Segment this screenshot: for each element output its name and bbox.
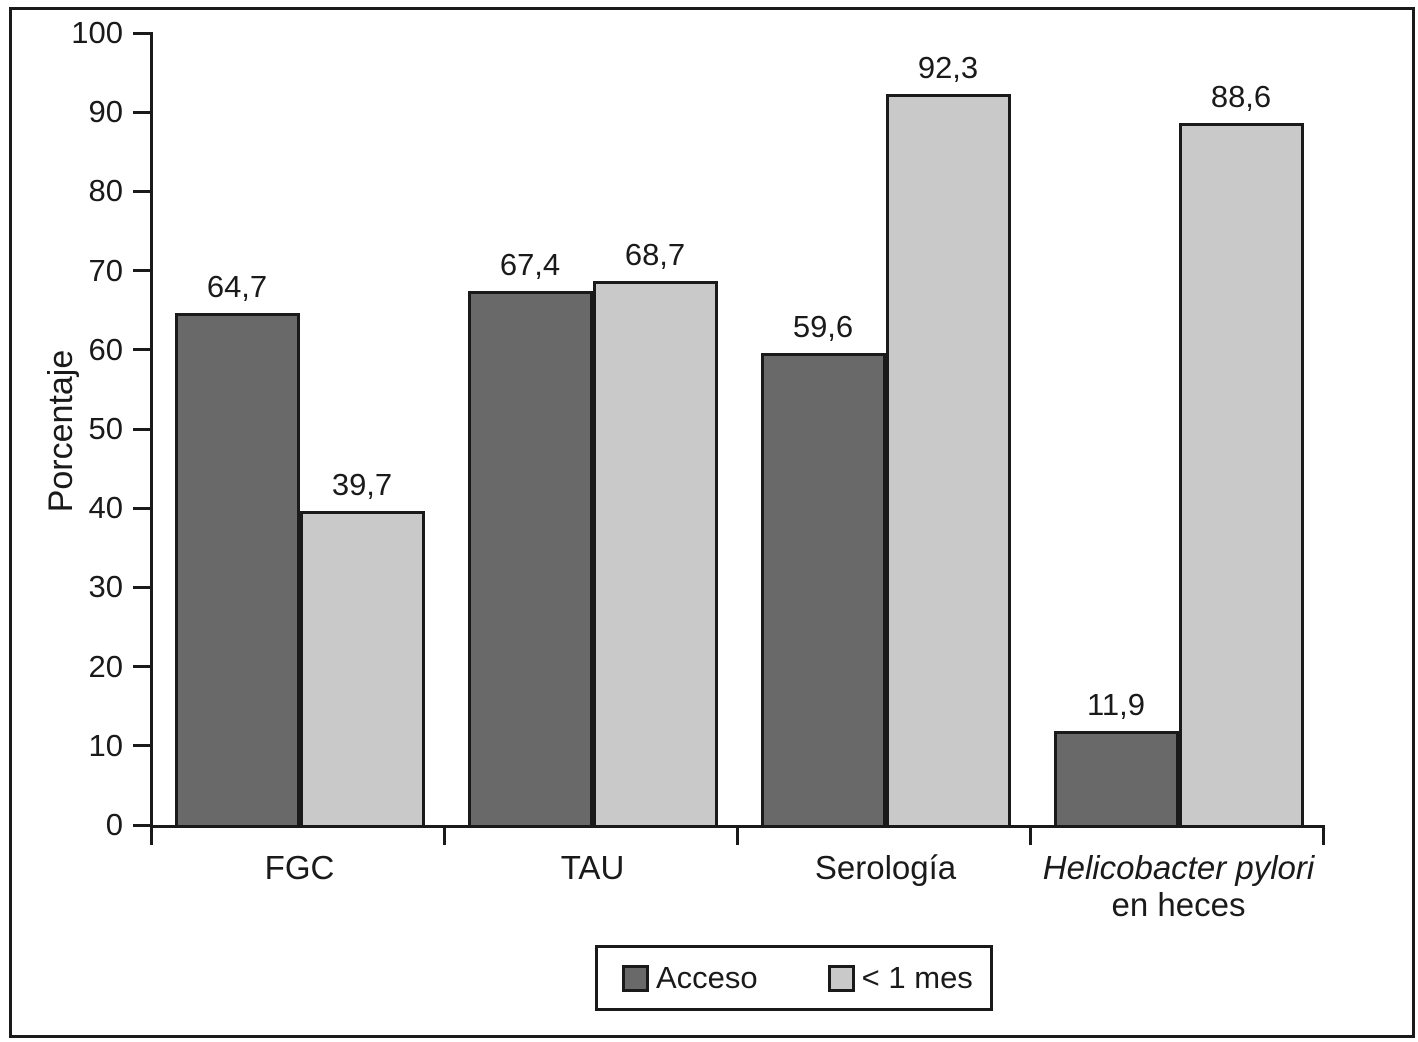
y-tick bbox=[133, 110, 153, 114]
category-label-line: TAU bbox=[560, 849, 625, 886]
y-tick-label: 10 bbox=[88, 727, 123, 763]
bar-acceso bbox=[467, 291, 593, 828]
category-label: FGC bbox=[113, 849, 486, 886]
bar--1-mes bbox=[1178, 123, 1304, 828]
x-tick bbox=[1029, 825, 1032, 845]
y-tick-label: 90 bbox=[88, 94, 123, 130]
y-tick-label: 20 bbox=[88, 648, 123, 684]
y-tick-label: 80 bbox=[88, 173, 123, 209]
category-label-line: en heces bbox=[1111, 886, 1246, 923]
legend-label: Acceso bbox=[656, 960, 758, 995]
y-tick bbox=[133, 585, 153, 589]
y-tick-label: 40 bbox=[88, 490, 123, 526]
legend-swatch-icon bbox=[827, 964, 855, 992]
y-tick-label: 30 bbox=[88, 569, 123, 605]
bar--1-mes bbox=[885, 93, 1011, 828]
y-tick bbox=[133, 506, 153, 510]
bar-value-label: 64,7 bbox=[206, 268, 268, 304]
bar-value-label: 59,6 bbox=[792, 308, 854, 344]
y-tick bbox=[133, 269, 153, 273]
category-label-line: Serología bbox=[814, 849, 957, 886]
y-tick bbox=[133, 665, 153, 669]
legend-label: < 1 mes bbox=[861, 960, 973, 995]
x-tick bbox=[736, 825, 739, 845]
legend-swatch-icon bbox=[622, 964, 649, 992]
y-tick bbox=[133, 823, 153, 827]
bar-value-label: 88,6 bbox=[1210, 79, 1272, 115]
bar-value-label: 68,7 bbox=[624, 236, 686, 272]
legend: Acceso < 1 mes bbox=[595, 945, 993, 1011]
y-tick-label: 100 bbox=[71, 15, 123, 50]
y-axis-line bbox=[150, 33, 153, 845]
y-tick bbox=[133, 427, 153, 431]
category-label-line: FGC bbox=[264, 849, 335, 886]
bar-value-label: 67,4 bbox=[499, 247, 561, 283]
bar-acceso bbox=[1053, 730, 1179, 828]
x-tick bbox=[1322, 825, 1325, 845]
category-label: Helicobacter pylori en heces bbox=[992, 849, 1365, 923]
category-label: TAU bbox=[406, 849, 779, 886]
y-tick-label: 50 bbox=[88, 411, 123, 446]
y-tick-label: 60 bbox=[88, 331, 123, 367]
bar-value-label: 92,3 bbox=[917, 49, 979, 85]
y-tick-label: 0 bbox=[105, 807, 123, 842]
y-tick bbox=[133, 348, 153, 352]
legend-item: Acceso bbox=[622, 961, 758, 995]
x-tick bbox=[443, 825, 446, 845]
bar-value-label: 11,9 bbox=[1086, 686, 1146, 722]
category-label: Serología bbox=[699, 849, 1072, 886]
bar-acceso bbox=[174, 312, 300, 828]
bar-value-label: 39,7 bbox=[331, 466, 393, 502]
y-tick bbox=[133, 744, 153, 748]
y-tick-label: 70 bbox=[88, 252, 123, 288]
x-tick bbox=[150, 825, 153, 845]
bar--1-mes bbox=[299, 510, 425, 828]
category-label-line: Helicobacter pylori bbox=[1042, 849, 1315, 886]
bar-acceso bbox=[760, 352, 886, 828]
bar--1-mes bbox=[592, 280, 718, 828]
y-tick bbox=[133, 189, 153, 193]
figure-border bbox=[9, 7, 1415, 1038]
y-tick bbox=[133, 31, 153, 35]
legend-item: < 1 mes bbox=[827, 960, 973, 995]
